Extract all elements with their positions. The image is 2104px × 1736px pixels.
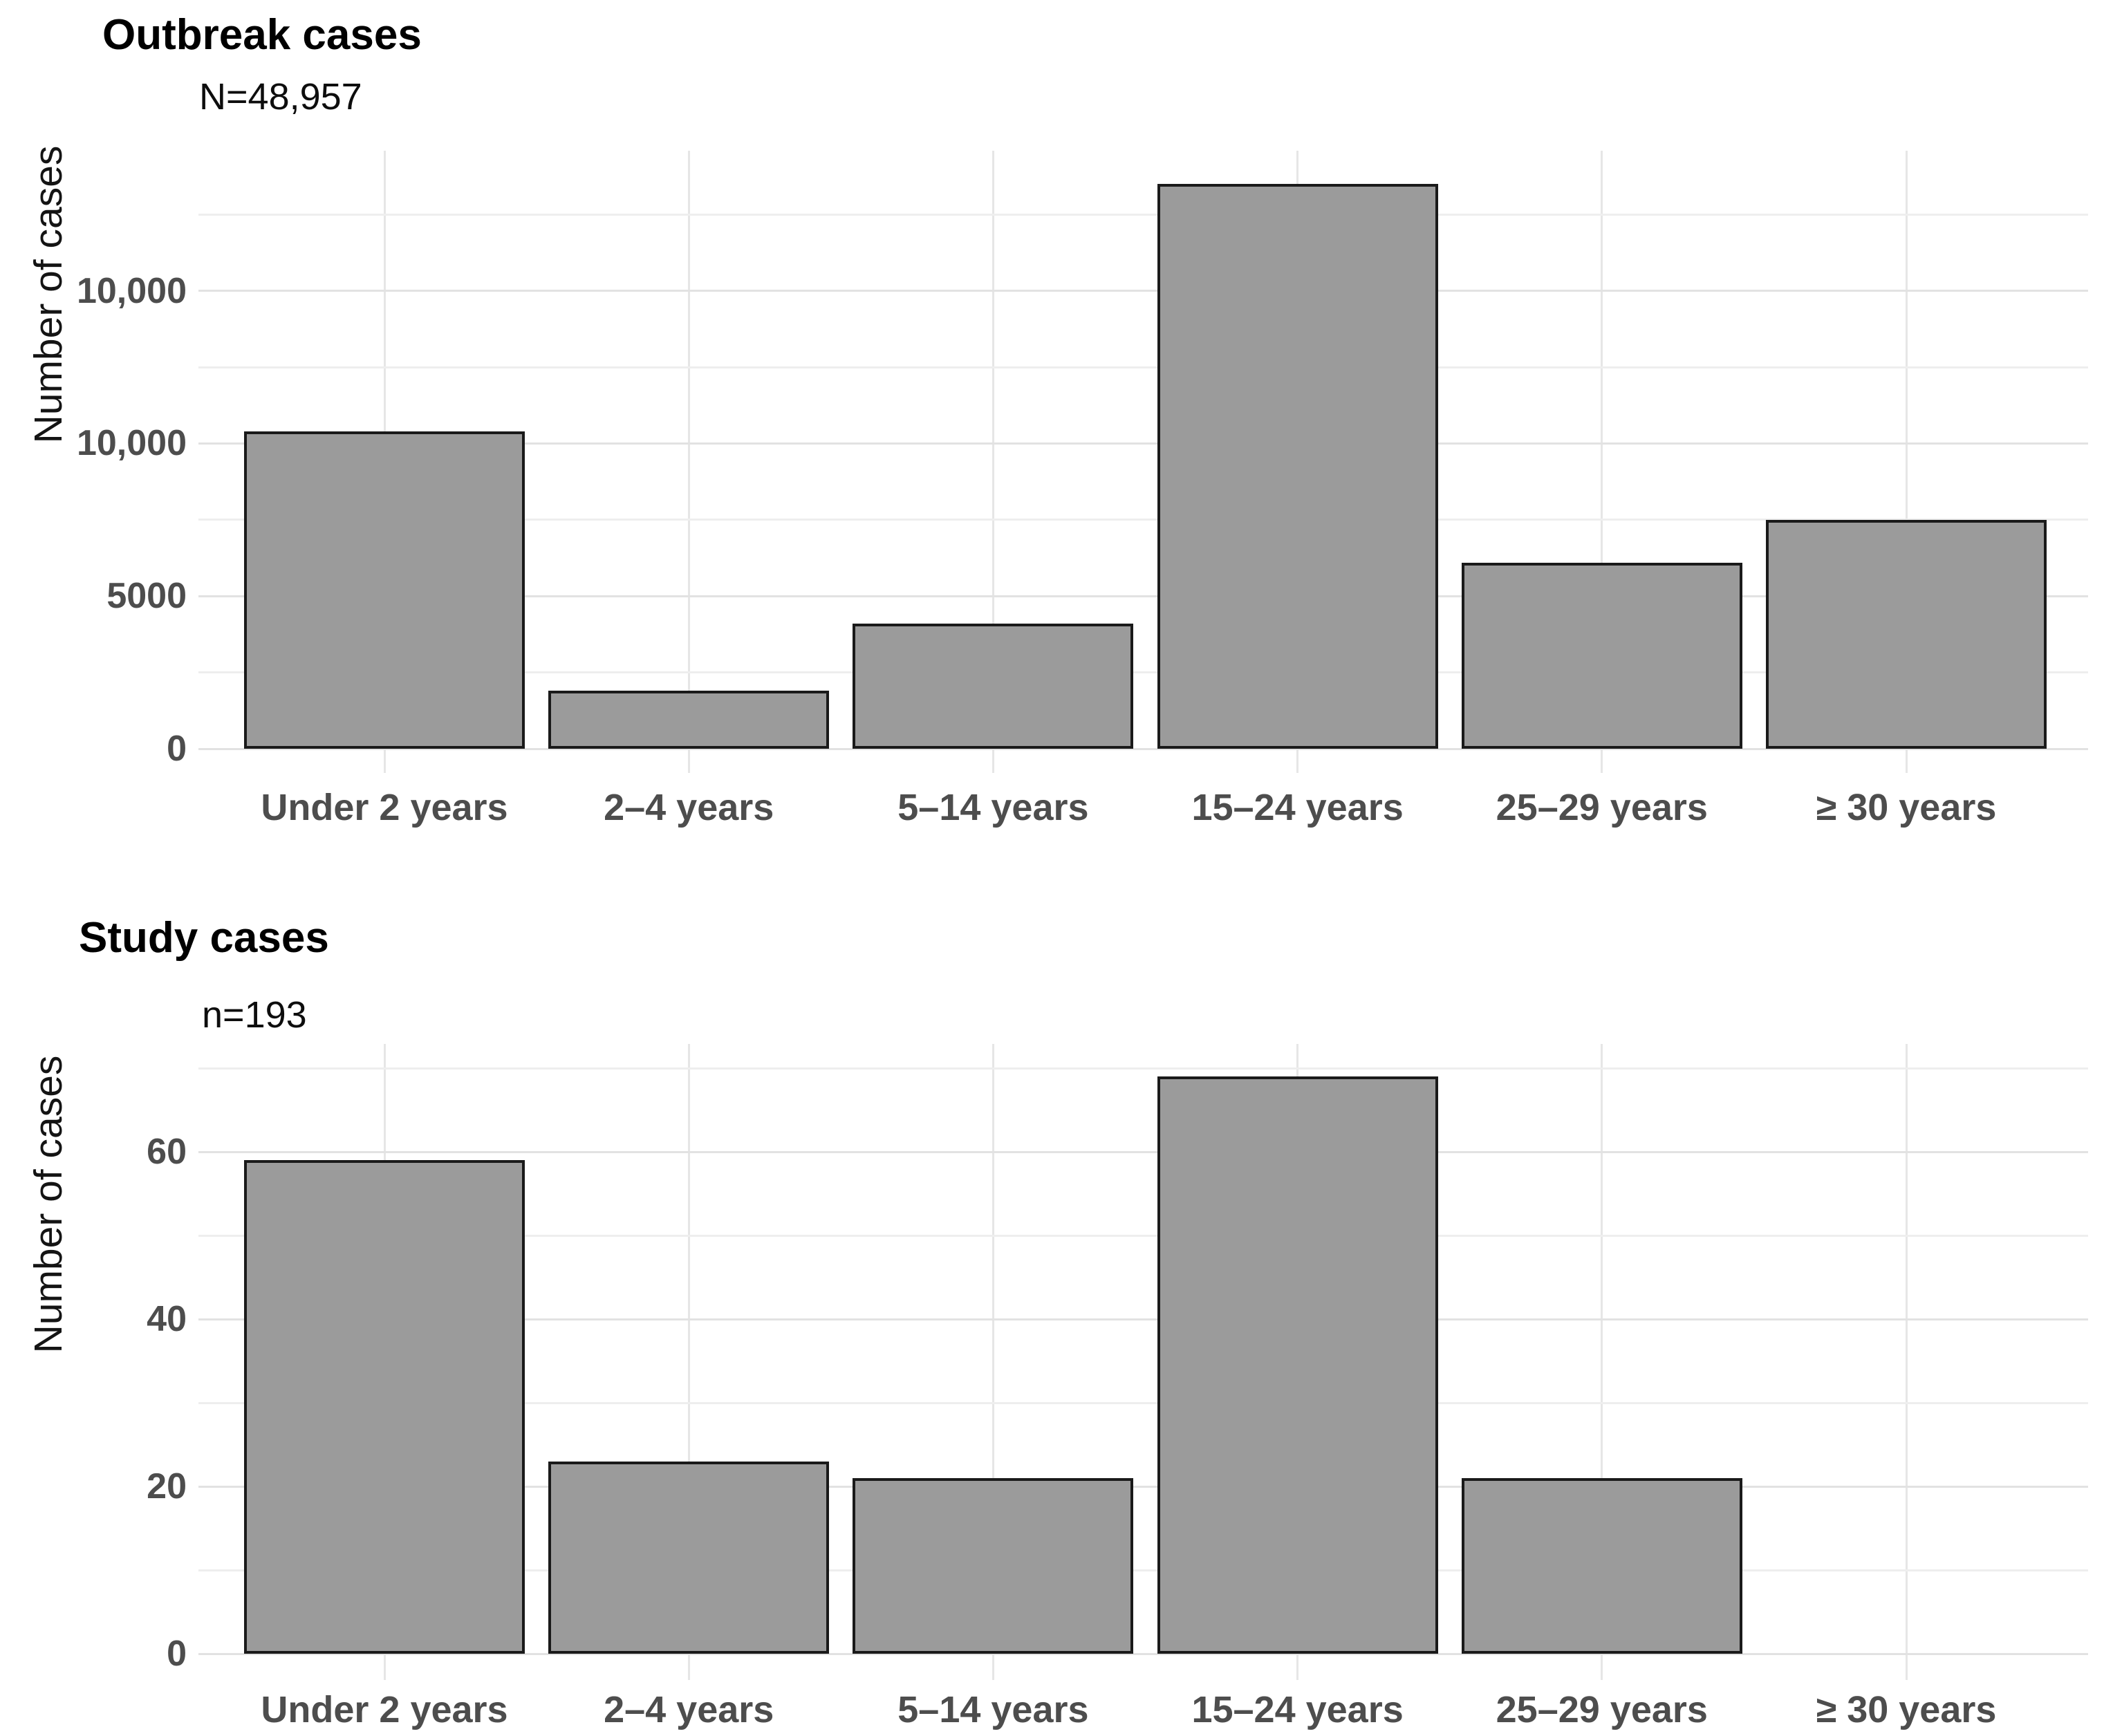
y-tick-label: 60 [147,1132,187,1172]
bar-25-29-years [1461,562,1742,749]
bar-15-24-years [1157,184,1438,749]
x-category-label: 2–4 years [604,787,774,828]
y-tick-label: 5000 [106,576,187,617]
bar-2-4-years [548,1461,830,1654]
y-tick-label: 0 [167,1634,187,1674]
x-category-label: ≥ 30 years [1816,787,1997,828]
horizontal-gridline [198,1318,2088,1320]
vertical-gridline [687,151,690,773]
x-category-label: ≥ 30 years [1816,1689,1997,1730]
chart2-title: Study cases [79,914,329,962]
horizontal-gridline [198,519,2088,521]
vertical-gridline [1905,151,1908,773]
bar-25-29-years [1461,1477,1742,1654]
bar-under-2-years [244,431,525,749]
horizontal-gridline [198,1485,2088,1488]
bar-2-4-years [548,691,830,749]
y-tick-label: 10,000 [76,270,187,311]
x-category-label: 25–29 years [1496,787,1708,828]
horizontal-gridline [198,213,2088,216]
horizontal-gridline [198,1569,2088,1571]
vertical-gridline [1601,151,1603,773]
horizontal-gridline [198,1067,2088,1070]
vertical-gridline [1601,1044,1603,1680]
x-category-label: 5–14 years [897,1689,1089,1730]
vertical-gridline [1905,1044,1908,1680]
vertical-gridline [687,1044,690,1680]
bar-5-14-years [853,623,1134,749]
bar-30-years [1766,519,2047,749]
bar-under-2-years [244,1160,525,1654]
horizontal-gridline [198,1401,2088,1404]
x-category-label: Under 2 years [261,787,508,828]
horizontal-gridline [198,1234,2088,1237]
horizontal-gridline [198,1652,2088,1655]
horizontal-gridline [198,1150,2088,1153]
x-category-label: 15–24 years [1191,787,1404,828]
y-tick-label: 40 [147,1299,187,1339]
x-category-label: 25–29 years [1496,1689,1708,1730]
y-tick-label: 0 [167,729,187,769]
chart1-subtitle: N=48,957 [199,76,362,118]
x-category-label: 2–4 years [604,1689,774,1730]
y-tick-label: 10,000 [76,423,187,464]
horizontal-gridline [198,442,2088,445]
x-category-label: Under 2 years [261,1689,508,1730]
horizontal-gridline [198,595,2088,597]
horizontal-gridline [198,290,2088,292]
vertical-gridline [992,151,994,773]
bar-15-24-years [1157,1076,1438,1654]
horizontal-gridline [198,366,2088,368]
chart1-title: Outbreak cases [102,11,422,59]
bar-5-14-years [853,1477,1134,1654]
x-category-label: 15–24 years [1191,1689,1404,1730]
chart2-subtitle: n=193 [202,994,307,1036]
y-tick-label: 20 [147,1466,187,1506]
horizontal-gridline [198,671,2088,674]
vertical-gridline [992,1044,994,1680]
horizontal-gridline [198,747,2088,750]
x-category-label: 5–14 years [897,787,1089,828]
